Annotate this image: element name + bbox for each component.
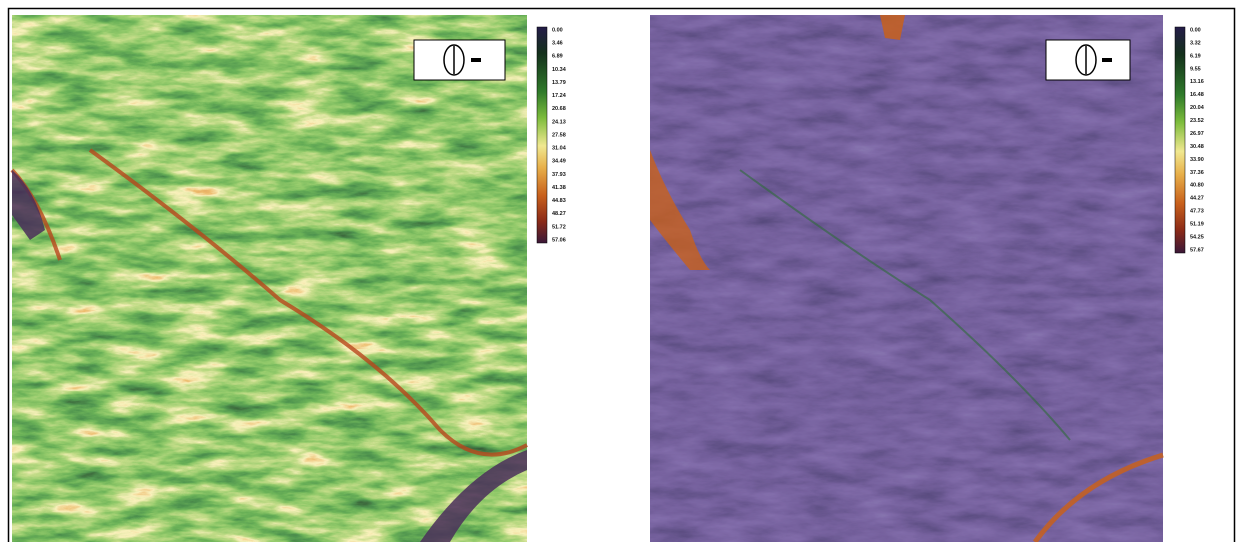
legend-label: 57.67 <box>1190 247 1204 253</box>
legend-label: 3.32 <box>1190 40 1201 46</box>
legend-label: 16.48 <box>1190 92 1204 98</box>
legend-label: 57.06 <box>552 237 566 243</box>
terrain-raster <box>650 15 1163 542</box>
legend: 0.00 3.46 6.89 10.34 13.79 17.24 20.68 24.13 27.… <box>552 27 567 243</box>
legend-label: 13.79 <box>552 80 566 86</box>
legend-label: 24.13 <box>552 119 566 125</box>
legend-label: 44.27 <box>1190 196 1204 202</box>
legend-label: 3.46 <box>552 41 563 47</box>
legend-label: 6.89 <box>552 54 563 60</box>
scale-bar <box>1102 58 1112 62</box>
legend-label: 9.55 <box>1190 66 1201 72</box>
legend-label: 30.48 <box>1190 144 1204 150</box>
legend-label: 27.58 <box>552 132 566 138</box>
legend-label: 51.72 <box>552 224 566 230</box>
legend-label: 41.38 <box>552 185 566 191</box>
legend-label: 34.49 <box>552 159 566 165</box>
legend-label: 20.68 <box>552 106 566 112</box>
legend-label: 17.24 <box>552 93 567 99</box>
legend-label: 13.16 <box>1190 79 1204 85</box>
legend-ramp <box>1175 27 1185 253</box>
legend-label: 6.19 <box>1190 53 1201 59</box>
legend-label: 0.00 <box>552 27 563 33</box>
legend-label: 37.93 <box>552 172 566 178</box>
legend-label: 0.00 <box>1190 27 1201 33</box>
legend-label: 48.27 <box>552 211 566 217</box>
legend-label: 26.97 <box>1190 131 1204 137</box>
legend-label: 10.34 <box>552 67 567 73</box>
legend: 0.00 3.32 6.19 9.55 13.16 16.48 20.04 23.52 26.9… <box>1190 27 1205 253</box>
legend-label: 37.36 <box>1190 170 1204 176</box>
legend-ramp <box>537 27 547 243</box>
legend-label: 44.83 <box>552 198 566 204</box>
legend-label: 31.04 <box>552 146 567 152</box>
legend-label: 54.25 <box>1190 235 1204 241</box>
legend-label: 23.52 <box>1190 118 1204 124</box>
legend-label: 33.90 <box>1190 157 1204 163</box>
screenshot: 0.00 3.46 6.89 10.34 13.79 17.24 20.68 24.13 27.… <box>0 0 1243 542</box>
legend-label: 51.19 <box>1190 222 1204 228</box>
legend-label: 47.73 <box>1190 209 1204 215</box>
left-map <box>12 15 527 542</box>
legend-label: 40.80 <box>1190 183 1204 189</box>
scale-bar <box>471 58 481 62</box>
right-map <box>650 15 1163 542</box>
legend-label: 20.04 <box>1190 105 1205 111</box>
terrain-raster <box>12 15 527 542</box>
